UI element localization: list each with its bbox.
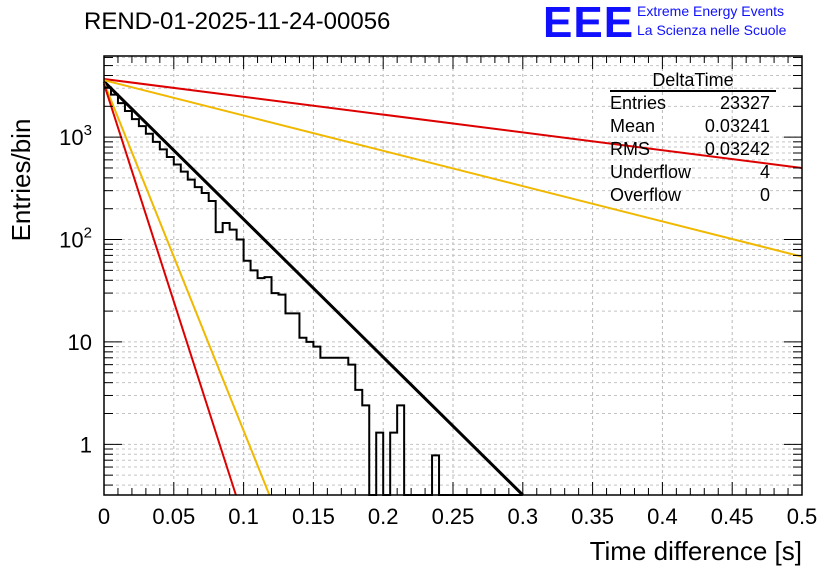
y-tick-base: 10 (59, 228, 83, 253)
stats-label: Mean (610, 116, 656, 136)
plot-axes (103, 55, 803, 496)
y-axis-label: Entries/bin (6, 119, 36, 242)
eee-brand-text: Extreme Energy Events La Scienza nelle S… (637, 2, 786, 40)
x-tick-label: 0 (98, 504, 110, 529)
x-tick-labels: 0 0.05 0.1 0.15 0.2 0.25 0.3 0.35 0.4 0.45 0.5 (98, 504, 817, 529)
y-tick-exponent: 3 (84, 122, 92, 139)
stats-value: 0.03241 (704, 116, 770, 136)
stats-value: 23327 (719, 93, 770, 113)
fit-curves (102, 78, 803, 497)
curve-upper-fast (103, 82, 271, 496)
stats-row: Overflow 0 (610, 184, 776, 207)
y-tick-base: 10 (59, 125, 83, 150)
x-tick-label: 0.25 (432, 504, 475, 529)
stats-row: Underflow 4 (610, 161, 776, 184)
curve-fit (102, 80, 524, 497)
x-tick-label: 0.15 (292, 504, 335, 529)
stats-row: Entries 23327 (610, 92, 776, 115)
x-tick-label: 0.3 (508, 504, 539, 529)
stats-label: Underflow (610, 162, 692, 182)
x-tick-label: 0.2 (368, 504, 399, 529)
stats-value: 0 (759, 185, 770, 205)
x-tick-label: 0.35 (571, 504, 614, 529)
x-tick-label: 0.1 (228, 504, 259, 529)
stats-label: RMS (610, 139, 650, 159)
x-tick-label: 0.5 (787, 504, 818, 529)
stats-row: Mean 0.03241 (610, 115, 776, 138)
curve-lower-slow (103, 79, 803, 258)
y-tick-label: 103 (59, 122, 92, 150)
stats-name: DeltaTime (610, 70, 776, 92)
y-tick-exponent: 2 (84, 225, 92, 242)
run-title: REND-01-2025-11-24-00056 (84, 8, 391, 35)
stats-label: Entries (610, 93, 667, 113)
brand-line-1: Extreme Energy Events (637, 3, 785, 19)
eee-logo: EEE (543, 0, 635, 47)
stats-box: DeltaTime Entries 23327 Mean 0.03241 RMS 0.… (610, 70, 776, 207)
x-axis-label: Time difference [s] (590, 536, 802, 566)
stats-row: RMS 0.03242 (610, 138, 776, 161)
y-tick-label: 102 (59, 225, 92, 253)
x-tick-label: 0.4 (647, 504, 678, 529)
curve-upper-slow (103, 78, 803, 169)
stats-value: 0.03242 (704, 139, 770, 159)
y-tick-label: 10 (68, 330, 92, 355)
curve-lower-fast (103, 83, 237, 496)
x-tick-label: 0.05 (152, 504, 195, 529)
y-tick-label: 1 (80, 432, 92, 457)
brand-line-2: La Scienza nelle Scuole (637, 22, 787, 38)
stats-value: 4 (759, 162, 770, 182)
x-tick-label: 0.45 (711, 504, 754, 529)
stats-label: Overflow (610, 185, 682, 205)
